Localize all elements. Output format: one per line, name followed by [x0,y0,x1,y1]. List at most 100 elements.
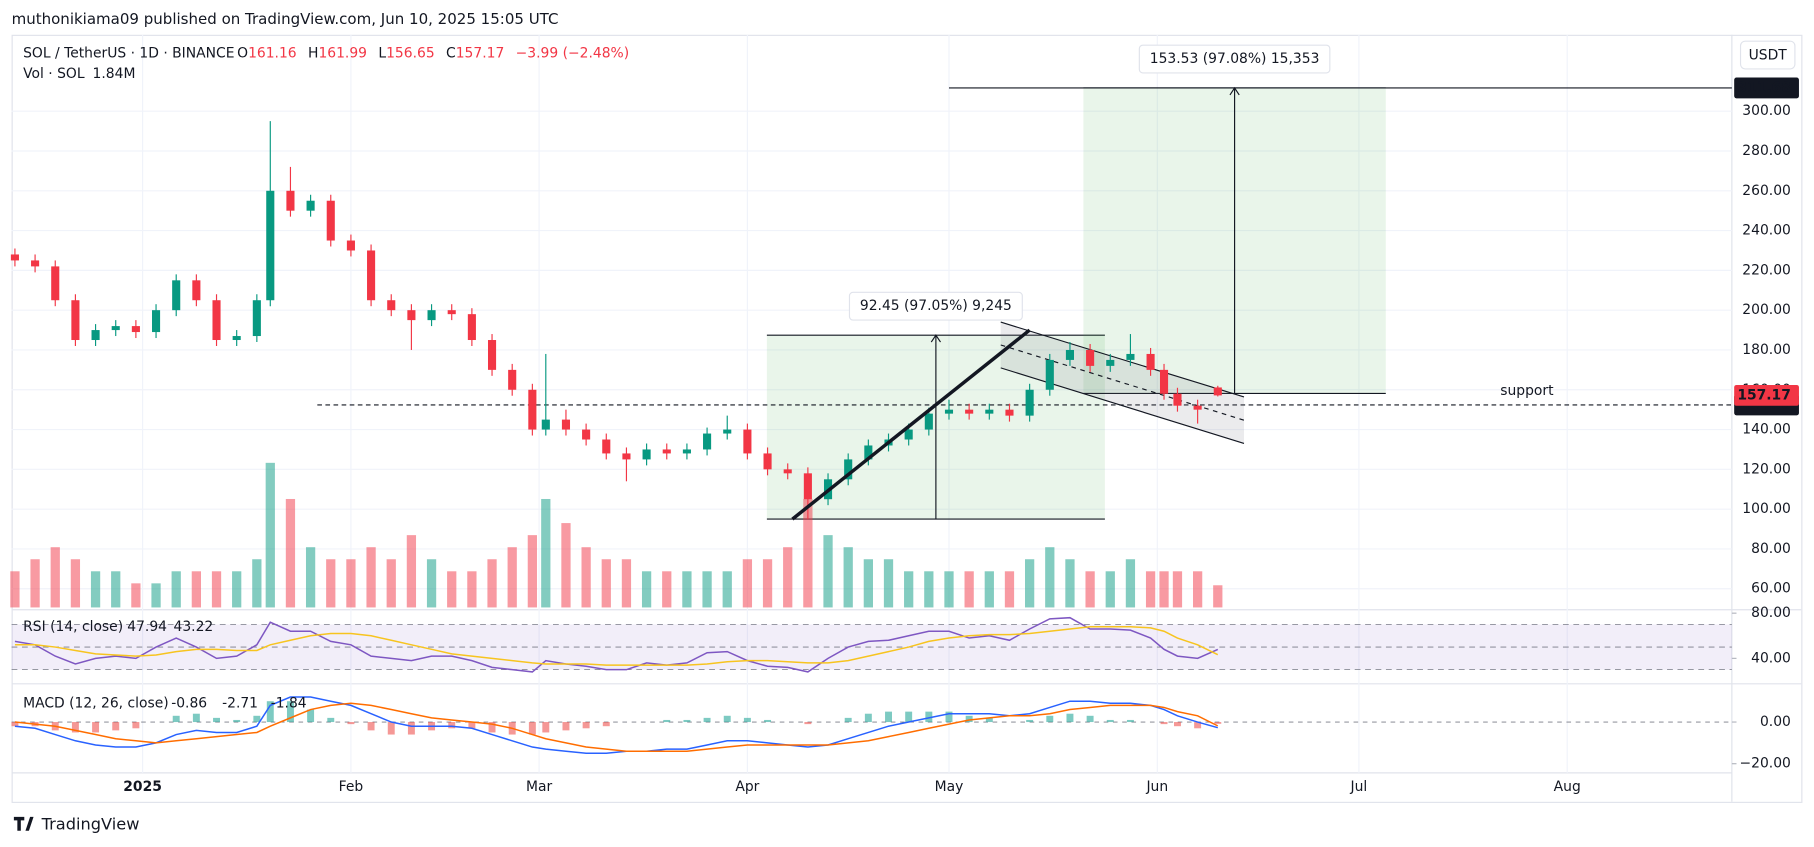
volume-bar [1213,585,1223,608]
ohlc-key: C [446,45,456,61]
volume-bar [1025,559,1035,608]
volume-bar [406,535,417,608]
high-value: 161.99 [318,45,367,61]
histogram-bar [172,715,180,723]
candle-body [944,409,954,414]
histogram-bar [1173,722,1181,727]
histogram-bar [602,722,610,727]
histogram-bar [925,711,933,723]
histogram-bar [1160,722,1168,725]
histogram-bar [71,722,79,733]
candle-body [151,310,161,333]
candle-body [561,419,571,430]
volume-bar [924,571,934,608]
histogram-bar [367,722,375,731]
candle-body [387,300,396,311]
x-tick-label: Jun [1145,779,1168,795]
y-tick-label: 180.00 [1742,342,1791,358]
volume-bar [447,571,457,608]
change: −3.99 (−2.48%) [516,45,629,61]
measure-label-box [1138,44,1331,74]
candle-body [864,445,873,460]
volume-bar [682,571,692,608]
candle-body [31,260,40,267]
macd-title: MACD (12, 26, close) [23,695,169,711]
price-tag [1734,384,1799,406]
volume-bar [1085,571,1095,608]
candle-body [1106,359,1115,366]
x-tick-label: Mar [526,779,552,795]
candle-body [91,330,100,341]
rsi-ma-value: 43.22 [174,619,214,635]
histogram-bar [387,722,395,735]
volume-bar [783,547,793,608]
y-tick-label: 80.00 [1751,541,1791,557]
candle-body [326,200,335,241]
candle-body [1146,353,1155,370]
candle-body [508,369,517,390]
candle-body [1045,359,1054,390]
volume-bar [527,535,537,608]
volume-bar [30,559,40,608]
candle-body [682,449,691,454]
candle-body [286,190,295,211]
volume-bar [50,547,60,608]
close-value: 157.17 [456,45,505,61]
currency-button[interactable] [1739,40,1796,70]
volume-bar [111,571,121,608]
frame [11,34,1803,803]
candle-body [192,280,201,301]
histogram-bar [233,719,241,723]
currency[interactable]: USDT [1749,48,1788,64]
trend-line [791,328,1031,521]
histogram-bar [132,722,140,729]
volume-bar [561,523,571,608]
candle-body [924,413,933,430]
volume-bar [1172,571,1183,608]
candle-body [51,266,60,301]
y-tick-label: 200.00 [1742,302,1791,318]
histogram-bar [92,722,100,733]
ohlc: O161.16 H161.99 L156.65 C157.17 −3.99 (−… [237,45,629,61]
volume-bar [171,571,181,608]
histogram-bar [1214,722,1222,724]
histogram-bar [844,717,852,723]
histogram-bar [253,715,261,723]
price-tag-label: 311.68 [1737,80,1791,96]
volume-bar [90,571,101,608]
candle-body [743,429,752,454]
histogram-bar [407,722,415,735]
volume-bar [722,571,732,608]
candle-body [763,453,772,470]
volume-bar [621,559,632,608]
histogram-bar [743,717,751,723]
histogram-bar [448,722,456,729]
ohlc-key: L [378,45,386,61]
histogram-bar [1106,719,1114,723]
histogram-bar [347,722,355,725]
candle-body [1065,349,1075,360]
volume-bar [326,559,336,608]
volume-bar [507,547,517,608]
histogram-bar [307,709,315,723]
volume-bar [1145,571,1156,608]
y-tick-label: 240.00 [1742,223,1791,239]
measure-label-box [848,291,1023,321]
volume-bar [386,559,396,608]
y-tick-label: 280.00 [1742,143,1791,159]
candle-body [10,254,19,261]
histogram-bar [327,717,335,723]
volume-bar [70,559,81,608]
candle-body [602,439,611,454]
volume-bar [863,559,873,608]
candle-body [803,473,812,500]
candle-body [528,389,537,430]
candle-body [1126,353,1135,360]
histogram-bar [286,701,294,723]
y-tick-label: 60.00 [1751,581,1791,597]
histogram-bar [663,719,671,723]
ohlc-key: H [308,45,318,61]
candle-body [467,314,476,341]
volume-bar [823,535,833,608]
candle-body [1173,393,1182,406]
